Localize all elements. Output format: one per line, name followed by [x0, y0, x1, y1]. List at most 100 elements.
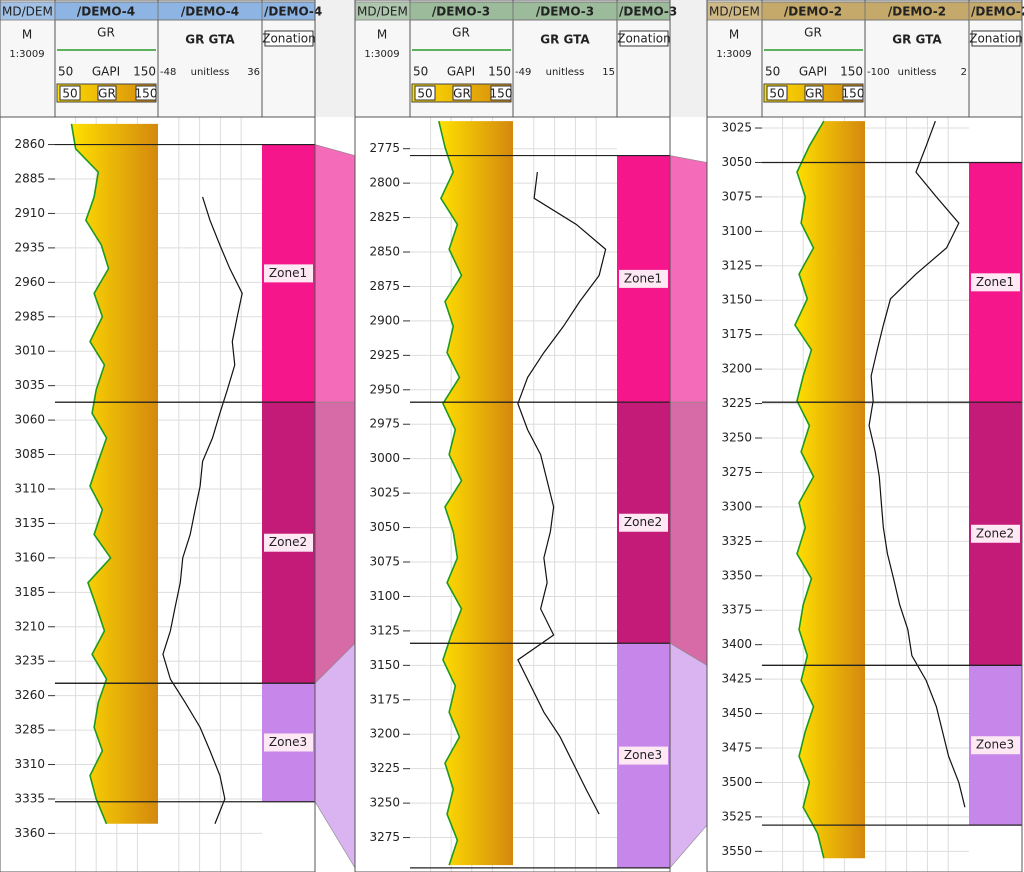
- md-title: MD/DEM: [709, 5, 760, 19]
- gr-max: 150: [488, 65, 511, 79]
- correlation-fill: [314, 401, 356, 684]
- gr-min: 50: [765, 65, 780, 79]
- zone-label: Zone1: [269, 266, 307, 280]
- legend-box: [59, 85, 81, 101]
- depth-label: 3400: [721, 637, 752, 651]
- depth-label: 3060: [14, 413, 45, 427]
- legend-text: 150: [490, 87, 513, 101]
- legend-box: [414, 85, 436, 101]
- gr-fill: [71, 123, 158, 824]
- depth-label: 2850: [369, 245, 400, 259]
- gta-label: GR GTA: [892, 33, 942, 47]
- legend-box: [842, 85, 864, 101]
- depth-label: 3135: [14, 516, 45, 530]
- tracks: 2775 2800 2825 2850 2875 2900 2925 2950 2975 3000…: [355, 117, 670, 872]
- depth-label: 3125: [721, 258, 752, 272]
- legend-text: 50: [417, 87, 432, 101]
- depth-label: 2950: [369, 382, 400, 396]
- scale: 1:3009: [364, 49, 399, 60]
- gta-curve: [868, 120, 966, 808]
- depth-label: 3360: [14, 826, 45, 840]
- gr-fill: [438, 121, 513, 866]
- gr-curve: [438, 120, 463, 866]
- depth-label: 3260: [14, 688, 45, 702]
- depth-label: 3075: [721, 189, 752, 203]
- well: MD/DEM/DEMO-4/DEMO-4/DEMO-4 M 1:3009 GR 50 GA…: [0, 0, 322, 872]
- zonation-box: [264, 30, 314, 47]
- zone-label: Zone2: [624, 515, 662, 529]
- depth-label: 3125: [369, 623, 400, 637]
- zone-label: Zone1: [976, 275, 1014, 289]
- depth-label: 3375: [721, 603, 752, 617]
- track-title: /DEMO-2: [971, 5, 1024, 19]
- legend-box: [452, 85, 472, 101]
- depth-label: 3250: [721, 431, 752, 445]
- correlation-fill: [314, 144, 356, 403]
- depth-label: 3335: [14, 791, 45, 805]
- depth-label: 2875: [369, 279, 400, 293]
- gta-label: GR GTA: [540, 33, 590, 47]
- depth-label: 3175: [369, 692, 400, 706]
- gr-min: 50: [58, 65, 73, 79]
- track-title: /DEMO-3: [432, 5, 490, 19]
- depth-label: 2775: [369, 141, 400, 155]
- zonation-box: [971, 30, 1021, 47]
- depth-label: 3225: [721, 396, 752, 410]
- depth-label: 3100: [369, 589, 400, 603]
- depth-label: 3450: [721, 706, 752, 720]
- zonation-box: [619, 30, 669, 47]
- gta-min: -48: [160, 67, 176, 78]
- gta-min: -49: [515, 67, 531, 78]
- zone-label: Zone3: [269, 735, 307, 749]
- gta-unit: unitless: [191, 67, 230, 78]
- legend-text: GR: [98, 87, 116, 101]
- zonation-label: Zonation: [617, 32, 671, 46]
- depth-label: 2910: [14, 206, 45, 220]
- gr-label: GR: [804, 26, 822, 40]
- gta-unit: unitless: [898, 67, 937, 78]
- gta-curve: [162, 196, 243, 825]
- zonation-label: Zonation: [969, 32, 1023, 46]
- zone-label-bg: [619, 269, 668, 288]
- depth-label: 3350: [721, 568, 752, 582]
- well-border: [706, 0, 1023, 872]
- depth-label: 3100: [721, 224, 752, 238]
- well: MD/DEM/DEMO-2/DEMO-2/DEMO-2 M 1:3009 GR 50 GA…: [706, 0, 1024, 872]
- zone-label: Zone2: [976, 526, 1014, 540]
- depth-label: 2975: [369, 417, 400, 431]
- depth-label: 3150: [369, 658, 400, 672]
- gap-header: [670, 0, 707, 117]
- legend-box: [766, 85, 788, 101]
- gta-unit: unitless: [546, 67, 585, 78]
- depth-label: 2860: [14, 137, 45, 151]
- correlation-fill: [669, 401, 708, 666]
- gr-min: 50: [413, 65, 428, 79]
- gta-max: 15: [602, 67, 615, 78]
- track-title: /DEMO-3: [619, 5, 677, 19]
- depth-label: 3025: [369, 486, 400, 500]
- depth-label: 2825: [369, 210, 400, 224]
- md-title: MD/DEM: [357, 5, 408, 19]
- depth-label: 3300: [721, 499, 752, 513]
- depth-label: 3235: [14, 654, 45, 668]
- depth-label: 3475: [721, 741, 752, 755]
- depth-label: 3325: [721, 534, 752, 548]
- depth-label: 3500: [721, 775, 752, 789]
- depth-label: 3250: [369, 796, 400, 810]
- track-title: /DEMO-2: [784, 5, 842, 19]
- scale: 1:3009: [716, 49, 751, 60]
- zone-label-bg: [619, 746, 668, 765]
- depth-label: 3200: [721, 362, 752, 376]
- correlation-fill: [669, 642, 708, 869]
- depth-label: 3050: [721, 155, 752, 169]
- depth-label: 3425: [721, 672, 752, 686]
- zone-label-bg: [619, 513, 668, 532]
- gr-curve: [794, 120, 825, 859]
- depth-label: 3110: [14, 481, 45, 495]
- legend-text: 150: [842, 87, 865, 101]
- gta-label: GR GTA: [185, 33, 235, 47]
- well-border: [0, 0, 316, 872]
- depth-label: 3200: [369, 727, 400, 741]
- depth-label: 2800: [369, 176, 400, 190]
